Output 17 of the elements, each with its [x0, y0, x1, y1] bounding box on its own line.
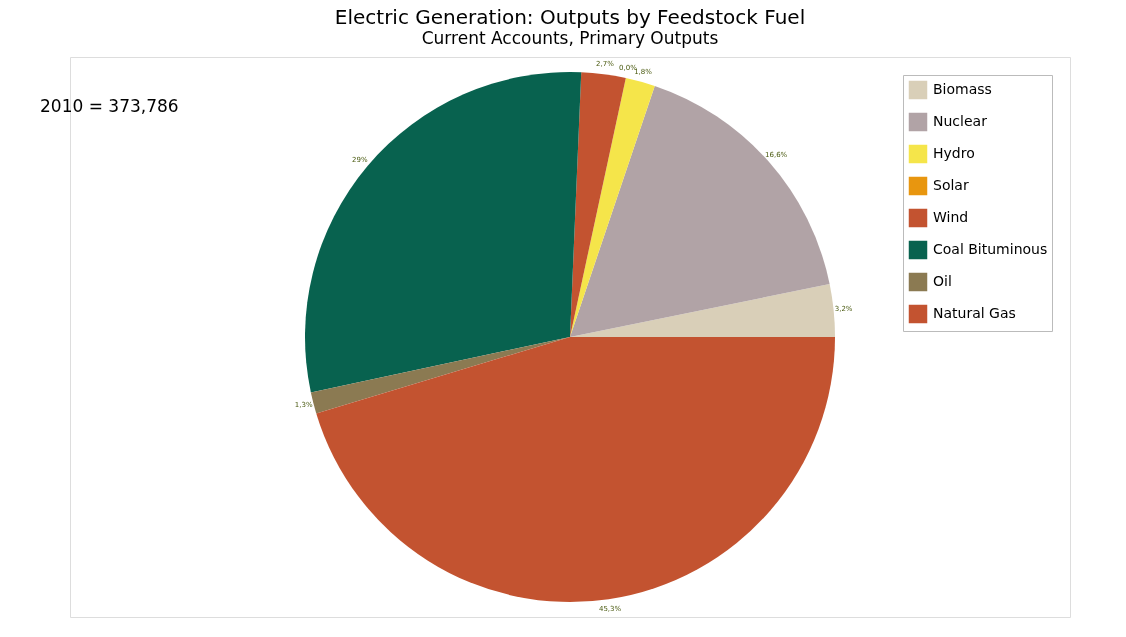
legend-label: Natural Gas: [933, 305, 1016, 321]
pie-slice: [570, 72, 626, 337]
legend-label: Biomass: [933, 81, 992, 97]
pie-slice: [305, 72, 582, 393]
legend-label: Hydro: [933, 145, 975, 161]
pie-slice: [570, 77, 655, 337]
chart-title: Electric Generation: Outputs by Feedstock Fuel: [334, 5, 806, 29]
pie-slice: [570, 85, 830, 337]
pie-slice: [570, 284, 835, 337]
legend-label: Wind: [933, 209, 969, 225]
chart-subtitle: Current Accounts, Primary Outputs: [421, 28, 719, 48]
text: 2010 = 373,786: [40, 96, 179, 116]
legend-label: Oil: [933, 273, 952, 289]
legend-label: Solar: [933, 177, 969, 193]
pie-slice: [316, 337, 835, 602]
legend-label: Nuclear: [933, 113, 988, 129]
legend-label: Coal Bituminous: [933, 241, 1048, 257]
